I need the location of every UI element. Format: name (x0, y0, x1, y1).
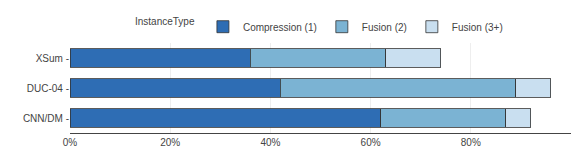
svg-text:80%: 80% (461, 137, 481, 148)
svg-text:60%: 60% (361, 137, 381, 148)
svg-text:40%: 40% (260, 137, 280, 148)
svg-text:Fusion (3+): Fusion (3+) (452, 22, 503, 33)
svg-text:0%: 0% (63, 137, 78, 148)
svg-text:20%: 20% (160, 137, 180, 148)
svg-text:Compression (1): Compression (1) (243, 22, 317, 33)
svg-text:DUC-04 -: DUC-04 - (27, 83, 69, 94)
svg-text:XSum -: XSum - (36, 53, 69, 64)
svg-text:InstanceType: InstanceType (135, 16, 195, 27)
svg-text:CNN/DM -: CNN/DM - (23, 113, 69, 124)
svg-text:Fusion (2): Fusion (2) (362, 22, 407, 33)
